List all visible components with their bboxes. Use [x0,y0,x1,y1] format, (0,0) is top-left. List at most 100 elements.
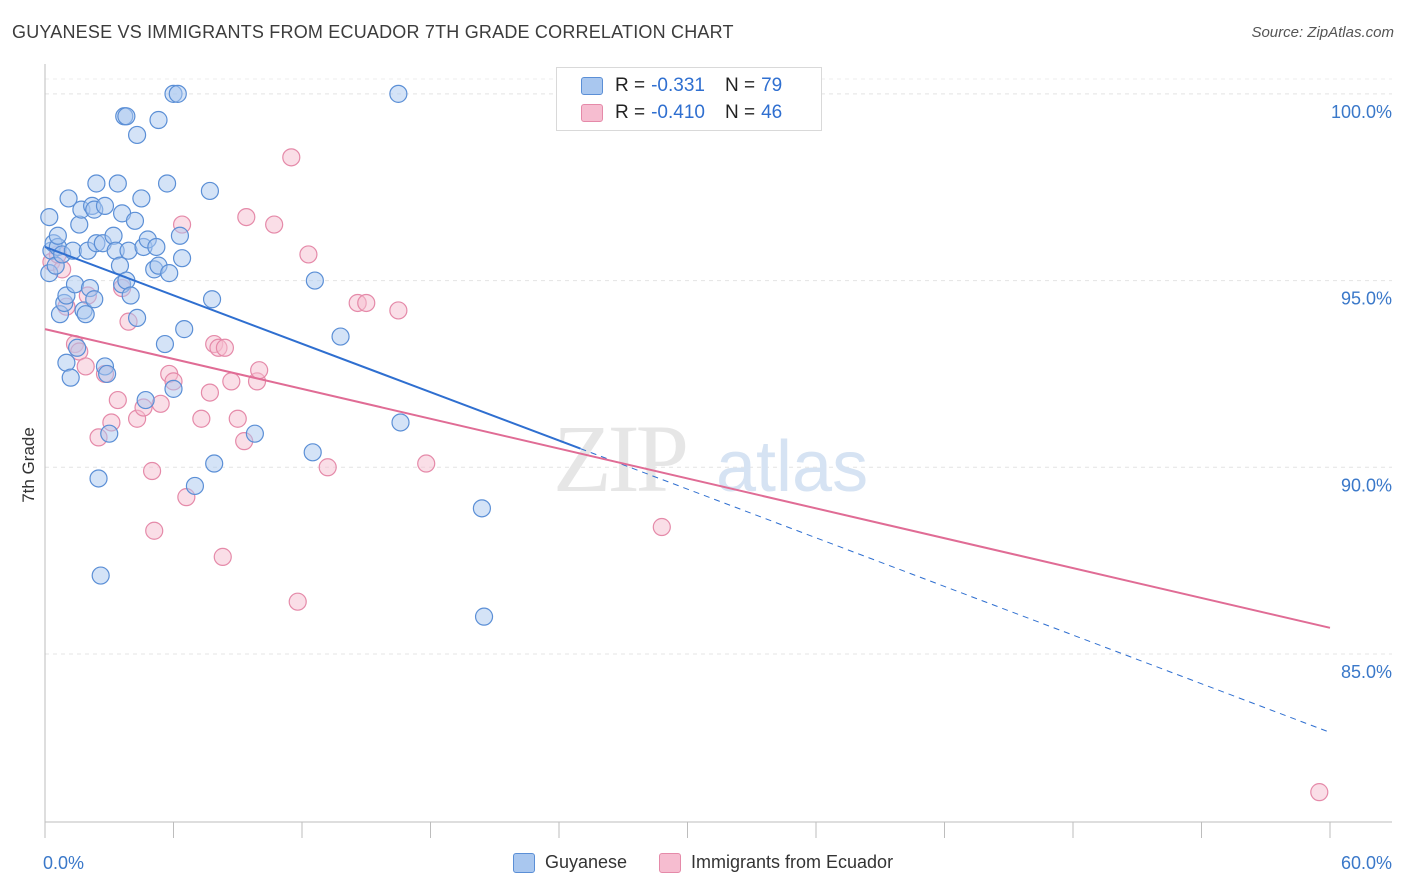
guyanese-point [48,226,67,245]
ecuador-point [237,207,256,227]
ecuador-point [192,409,211,428]
ecuador-point [389,301,408,320]
guyanese-point [205,454,224,473]
legend-row-ecuador: R = -0.410 N = 46 [581,100,782,126]
legend-n-label: N = [724,75,756,96]
guyanese-point [127,125,147,145]
ecuador-point [357,293,376,313]
guyanese-point [76,305,95,324]
trend-lines [44,246,1331,733]
legend-swatch-blue [581,77,603,95]
guyanese-point [331,327,350,346]
axes [44,64,1392,838]
legend-label-ecuador: Immigrants from Ecuador [691,852,894,872]
legend-swatch-pink [581,104,603,122]
watermark-atlas: atlas [716,427,868,507]
guyanese-point [85,290,104,309]
chart-title: GUYANESE VS IMMIGRANTS FROM ECUADOR 7TH … [12,22,734,42]
chart-source: Source: ZipAtlas.com [1251,24,1394,41]
legend-r-value: -0.410 [651,102,705,123]
legend-item-guyanese: Guyanese [512,852,627,873]
ecuador-trend-line [44,328,1331,629]
ecuador-point [213,547,232,566]
guyanese-trend-line [44,246,581,450]
tick-labels: 100.0% 95.0% 90.0% 85.0% 0.0% 60.0% [43,102,1392,873]
guyanese-point [100,424,119,443]
guyanese-point [68,338,87,357]
guyanese-point [61,368,80,387]
guyanese-point [132,189,151,208]
ecuador-point [1310,783,1329,802]
guyanese-point [245,424,264,443]
guyanese-point [303,443,322,462]
guyanese-point [170,226,190,245]
ecuador-point [228,409,247,428]
ecuador-point [142,461,162,481]
ecuador-point [145,521,164,540]
guyanese-point [104,226,123,245]
x-tick-label: 60.0% [1341,853,1392,873]
ecuador-point [318,458,337,477]
guyanese-point [136,390,155,410]
guyanese-point [119,241,138,260]
guyanese-point [389,84,408,103]
guyanese-point [155,334,175,354]
ecuador-point [108,390,127,410]
guyanese-point [172,249,192,268]
guyanese-point [175,320,194,339]
ecuador-point [652,517,671,537]
legend-r-label: R = [615,75,646,96]
guyanese-point [157,174,177,193]
guyanese-point [200,181,220,201]
series-guyanese-points [40,84,494,626]
guyanese-point [127,308,147,328]
guyanese-point [87,174,106,193]
guyanese-point [168,84,187,103]
guyanese-point [70,215,89,234]
legend-row-guyanese: R = -0.331 N = 79 [581,73,782,99]
ecuador-point [288,592,307,611]
guyanese-point [91,566,110,585]
guyanese-point [164,379,183,398]
legend-n-value: 46 [761,102,783,123]
guyanese-point [125,211,145,230]
guyanese-point [57,353,76,372]
guyanese-point [185,476,205,496]
guyanese-point [149,110,168,130]
guyanese-point [391,413,410,432]
legend-label-guyanese: Guyanese [544,852,627,872]
y-tick-label: 100.0% [1331,102,1392,122]
y-tick-label: 90.0% [1341,475,1392,495]
legend-r-label: R = [615,102,646,123]
legend-swatch-pink [659,852,681,873]
guyanese-point [95,196,115,215]
guyanese-point [40,207,59,227]
stats-legend: R = -0.331 N = 79 R = -0.410 N = 46 [556,67,822,131]
ecuador-point [222,372,241,391]
guyanese-point [147,237,166,257]
legend-swatch-blue [512,852,535,873]
ecuador-point [299,245,318,264]
guyanese-point [117,107,136,126]
guyanese-point [202,290,222,309]
ecuador-point [200,383,220,402]
legend-n-value: 79 [761,75,783,96]
legend-item-ecuador: Immigrants from Ecuador [659,852,893,873]
guyanese-point [472,499,491,518]
series-legend: Guyanese Immigrants from Ecuador [0,852,1406,873]
guyanese-point [160,264,179,283]
ecuador-point [417,454,436,473]
x-tick-label: 0.0% [43,853,84,873]
guyanese-point [89,469,108,488]
y-axis-label: 7th Grade [19,427,38,503]
guyanese-point [65,275,85,294]
ecuador-point [76,357,95,376]
y-tick-label: 85.0% [1341,662,1392,682]
watermark-zip: ZIP [553,405,686,512]
y-tick-label: 95.0% [1341,289,1392,309]
watermark: ZIP atlas [553,405,868,512]
ecuador-point [282,148,301,167]
ecuador-point [250,361,269,380]
guyanese-point [98,364,117,384]
